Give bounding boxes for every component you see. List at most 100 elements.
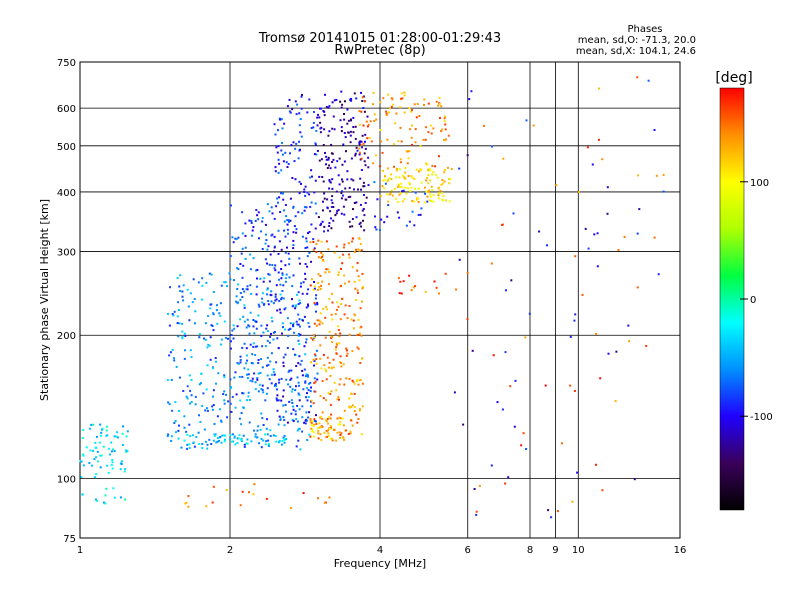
data-point: [212, 329, 215, 332]
data-point: [97, 460, 99, 463]
data-point: [346, 122, 349, 125]
data-point: [242, 264, 245, 267]
data-point: [350, 318, 353, 321]
data-point: [306, 246, 309, 249]
data-point: [266, 262, 268, 265]
data-point: [206, 364, 209, 367]
data-point: [408, 150, 411, 153]
data-point: [397, 183, 400, 186]
data-point: [352, 327, 355, 330]
data-point: [295, 113, 298, 116]
data-point: [119, 468, 122, 471]
data-point: [299, 131, 302, 134]
data-point: [339, 318, 342, 321]
data-point: [266, 288, 269, 291]
data-point: [195, 436, 198, 439]
data-point: [466, 154, 469, 157]
data-point: [339, 378, 342, 381]
data-point: [415, 198, 418, 201]
data-point: [584, 227, 587, 230]
data-point: [305, 341, 307, 344]
data-point: [188, 319, 191, 322]
data-point: [299, 448, 302, 451]
data-point: [287, 370, 290, 373]
data-point: [424, 192, 427, 195]
data-point: [354, 314, 356, 317]
data-point: [316, 301, 319, 304]
data-point: [361, 405, 364, 408]
data-point: [254, 320, 257, 323]
data-point: [318, 319, 321, 322]
data-point: [440, 183, 443, 186]
data-point: [243, 367, 246, 370]
data-point: [383, 221, 386, 224]
data-point: [292, 420, 295, 422]
data-point: [121, 432, 124, 435]
data-point: [310, 260, 312, 263]
data-point: [443, 117, 446, 120]
data-point: [234, 443, 237, 446]
data-point: [220, 419, 223, 422]
data-point: [278, 162, 281, 165]
data-point: [281, 272, 284, 275]
data-point: [308, 325, 311, 328]
data-point: [206, 443, 209, 446]
data-point: [193, 298, 196, 301]
data-point: [259, 277, 262, 280]
data-point: [212, 439, 215, 442]
data-point: [332, 158, 335, 161]
colorbar-tick-label: -100: [750, 412, 773, 423]
data-point: [246, 377, 249, 380]
data-point: [275, 361, 278, 364]
data-point: [427, 174, 430, 177]
data-point: [427, 168, 430, 171]
data-point: [251, 229, 254, 232]
data-point: [241, 247, 244, 250]
data-point: [593, 233, 596, 236]
data-point: [273, 267, 276, 270]
data-point: [229, 278, 232, 281]
data-point: [250, 362, 253, 364]
data-point: [277, 441, 280, 444]
data-point: [335, 343, 338, 346]
data-point: [186, 433, 189, 436]
data-point: [319, 357, 322, 360]
data-point: [290, 399, 293, 402]
data-point: [301, 369, 304, 372]
data-point: [627, 324, 630, 327]
data-point: [271, 320, 274, 323]
data-point: [281, 290, 284, 292]
data-point: [257, 303, 260, 306]
data-point: [173, 422, 176, 424]
data-point: [301, 430, 304, 433]
data-point: [269, 360, 272, 363]
data-point: [303, 421, 306, 424]
data-point: [360, 225, 363, 228]
data-point: [218, 440, 220, 442]
data-point: [333, 251, 336, 254]
data-point: [264, 433, 266, 436]
data-point: [179, 274, 182, 277]
data-point: [441, 179, 444, 182]
y-tick-label: 300: [57, 247, 76, 258]
data-point: [475, 510, 478, 513]
data-point: [105, 434, 108, 437]
data-point: [491, 145, 493, 148]
data-point: [236, 288, 239, 290]
data-point: [190, 356, 193, 358]
data-point: [309, 390, 312, 393]
data-point: [310, 201, 313, 204]
data-point: [338, 256, 341, 259]
data-point: [368, 136, 371, 139]
data-point: [344, 304, 347, 307]
data-point: [220, 420, 223, 423]
data-point: [429, 124, 432, 127]
data-point: [113, 435, 116, 438]
data-point: [400, 292, 403, 295]
data-point: [550, 516, 553, 519]
data-point: [251, 380, 254, 383]
data-point: [410, 289, 413, 292]
data-point: [120, 463, 123, 465]
data-point: [188, 446, 191, 449]
data-point: [81, 453, 84, 456]
